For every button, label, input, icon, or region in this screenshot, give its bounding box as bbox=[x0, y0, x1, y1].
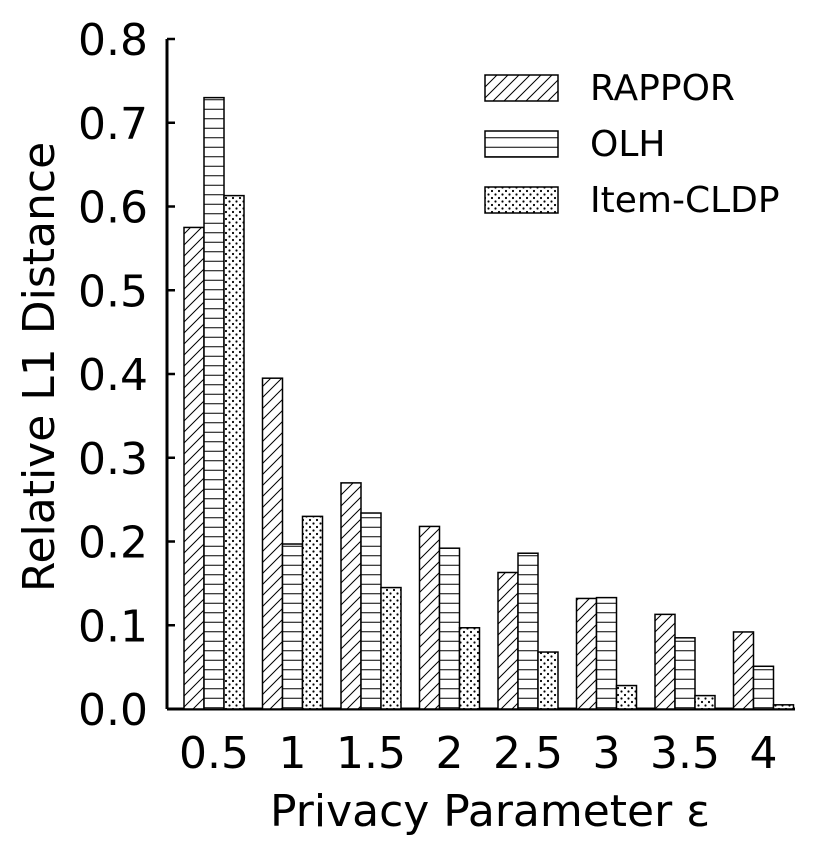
bar-olh-2_5 bbox=[517, 552, 539, 710]
bar-olh-3_5 bbox=[674, 637, 696, 710]
bar-rappor-1_5 bbox=[340, 482, 362, 710]
bar-olh-2 bbox=[438, 547, 461, 710]
legend-swatch-rappor bbox=[484, 74, 559, 102]
bar-rappor-1 bbox=[261, 377, 284, 710]
x-axis-label: Privacy Parameter ε bbox=[270, 786, 710, 837]
bar-rappor-4 bbox=[732, 631, 755, 710]
y-tick-label: 0.8 bbox=[78, 15, 148, 66]
y-axis-label: Relative L1 Distance bbox=[14, 142, 65, 592]
bar-rappor-0_5 bbox=[183, 226, 205, 710]
legend-swatch-olh bbox=[484, 130, 559, 158]
bar-rappor-3 bbox=[575, 597, 598, 710]
bar-item-cldp-3_5 bbox=[694, 694, 716, 710]
bar-item-cldp-0_5 bbox=[223, 194, 245, 710]
x-tick-label: 4 bbox=[750, 728, 778, 779]
bar-rappor-3_5 bbox=[654, 613, 676, 710]
legend-label-item-cldp: Item-CLDP bbox=[590, 180, 780, 221]
legend-label-olh: OLH bbox=[590, 124, 665, 165]
plot-area: 0.0 0.1 0.2 0.3 0.4 0.5 0.6 0.7 0.8 0.5 1 1.5 2 2.5 3 3… bbox=[78, 15, 795, 779]
bar-item-cldp-2_5 bbox=[537, 651, 559, 710]
bar-item-cldp-2 bbox=[458, 627, 481, 710]
bar-item-cldp-4 bbox=[772, 704, 795, 710]
legend-label-rappor: RAPPOR bbox=[590, 68, 735, 109]
legend-swatch-item-cldp bbox=[484, 186, 559, 214]
bar-olh-3 bbox=[595, 596, 618, 710]
x-tick-label: 2 bbox=[436, 728, 464, 779]
y-tick-label: 0.2 bbox=[78, 518, 148, 569]
x-tick-label: 3.5 bbox=[650, 728, 720, 779]
bar-item-cldp-3 bbox=[615, 684, 638, 710]
x-tick-label: 2.5 bbox=[493, 728, 563, 779]
y-tick-label: 0.7 bbox=[78, 99, 148, 150]
bar-olh-1_5 bbox=[360, 512, 382, 710]
y-tick-label: 0.0 bbox=[78, 685, 148, 736]
x-tick-label: 3 bbox=[593, 728, 621, 779]
bar-olh-4 bbox=[752, 665, 775, 710]
y-tick-label: 0.4 bbox=[78, 350, 148, 401]
y-tick-label: 0.1 bbox=[78, 601, 148, 652]
bar-olh-0_5 bbox=[203, 96, 225, 710]
legend: RAPPOR OLH Item-CLDP bbox=[484, 68, 780, 221]
y-tick-label: 0.5 bbox=[78, 266, 148, 317]
bar-item-cldp-1 bbox=[301, 515, 324, 710]
x-tick-label: 1.5 bbox=[336, 728, 406, 779]
y-tick-label: 0.6 bbox=[78, 183, 148, 234]
bar-rappor-2_5 bbox=[497, 571, 519, 710]
x-tick-label: 0.5 bbox=[179, 728, 249, 779]
bar-item-cldp-1_5 bbox=[380, 586, 402, 710]
x-tick-label: 1 bbox=[279, 728, 307, 779]
bar-olh-1 bbox=[281, 543, 304, 710]
y-tick-label: 0.3 bbox=[78, 434, 148, 485]
bar-rappor-2 bbox=[418, 525, 441, 710]
